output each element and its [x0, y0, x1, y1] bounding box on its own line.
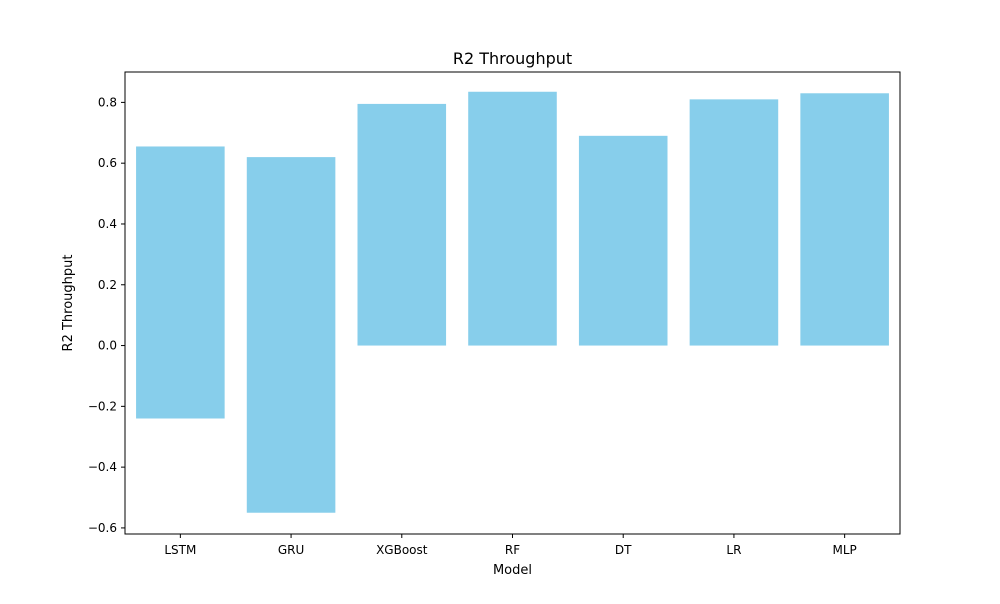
chart-title: R2 Throughput [453, 49, 572, 68]
x-tick-label: MLP [833, 543, 857, 557]
bar-mlp [800, 93, 889, 346]
bar-xgboost [357, 103, 447, 346]
x-tick-label: GRU [278, 543, 304, 557]
x-tick-label: RF [505, 543, 520, 557]
x-ticks: LSTM GRU XGBoost RF DT LR MLP [164, 534, 857, 557]
bar-lstm [136, 146, 225, 419]
x-tick-label: LSTM [164, 543, 196, 557]
y-tick-label: 0.0 [98, 339, 117, 353]
y-tick-label: −0.4 [88, 460, 117, 474]
bar-gru [246, 157, 336, 513]
x-tick-label: LR [726, 543, 741, 557]
y-tick-label: 0.6 [98, 156, 117, 170]
y-tick-label: 0.8 [98, 95, 117, 109]
y-ticks: −0.6 −0.4 −0.2 0.0 0.2 0.4 0.6 0.8 [88, 95, 125, 535]
y-axis-label: R2 Throughput [61, 255, 76, 352]
bar-lr [689, 99, 779, 346]
y-tick-label: 0.4 [98, 217, 117, 231]
bars-layer [136, 91, 889, 513]
x-tick-label: XGBoost [376, 543, 428, 557]
bar-dt [578, 135, 668, 346]
y-tick-label: −0.2 [88, 399, 117, 413]
bar-rf [468, 91, 557, 346]
y-tick-label: 0.2 [98, 278, 117, 292]
x-axis-label: Model [493, 563, 532, 578]
y-tick-label: −0.6 [88, 521, 117, 535]
x-tick-label: DT [615, 543, 632, 557]
